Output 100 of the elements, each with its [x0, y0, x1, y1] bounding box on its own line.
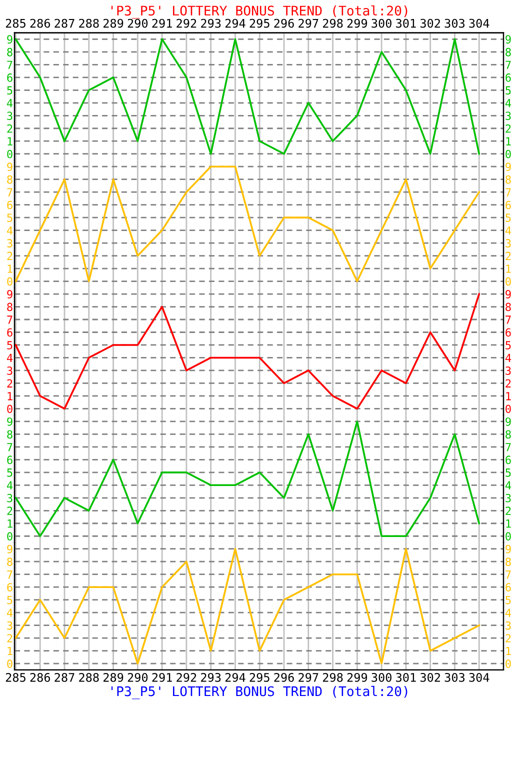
x-tick-label: 304 — [469, 672, 490, 682]
y-tick-label: 1 — [8, 137, 12, 146]
y2-tick-label: 5 — [506, 86, 511, 95]
x-tick-label: 300 — [372, 18, 392, 28]
y2-tick-label: 2 — [506, 252, 511, 260]
x-tick-label: 289 — [103, 672, 124, 682]
y2-tick-label: 2 — [506, 124, 511, 133]
y-tick-label: 8 — [7, 175, 12, 184]
x-tick-label: 303 — [444, 672, 464, 682]
y2-tick-label: 7 — [506, 188, 511, 196]
x-tick-label: 288 — [79, 672, 99, 682]
y-tick-label: 6 — [7, 456, 12, 464]
y-tick-label: 2 — [7, 379, 12, 388]
y2-tick-label: 4 — [505, 226, 512, 235]
line-series — [14, 166, 480, 282]
y2-tick-label: 9 — [506, 162, 511, 172]
y2-tick-label: 7 — [506, 316, 511, 324]
y-tick-label: 8 — [7, 430, 12, 439]
y2-tick-label: 9 — [506, 35, 511, 44]
y-tick-label: 3 — [7, 112, 12, 120]
y-tick-label: 5 — [7, 214, 12, 222]
y-tick-label: 7 — [7, 188, 12, 196]
y2-tick-label: 5 — [506, 214, 511, 222]
x-tick-label: 297 — [298, 672, 318, 682]
y-tick-label: 5 — [7, 468, 12, 477]
y2-tick-label: 1 — [506, 646, 511, 656]
y-tick-label: 6 — [7, 200, 12, 210]
y2-tick-label: 8 — [506, 48, 511, 56]
y2-tick-label: 9 — [506, 544, 511, 554]
y2-tick-label: 4 — [505, 99, 512, 108]
y-tick-label: 4 — [6, 99, 13, 108]
y2-tick-label: 8 — [506, 558, 511, 566]
y2-tick-label: 0 — [506, 277, 511, 286]
x-tick-label: 289 — [103, 18, 124, 28]
y2-tick-label: 5 — [506, 596, 511, 604]
y2-tick-label: 2 — [506, 506, 511, 515]
x-tick-label: 295 — [250, 18, 270, 28]
line-series — [14, 38, 480, 155]
y-tick-label: 7 — [7, 316, 12, 324]
y2-tick-label: 1 — [506, 520, 511, 528]
y-tick-label: 8 — [7, 558, 12, 566]
x-tick-label: 301 — [396, 672, 416, 682]
y2-tick-label: 4 — [505, 481, 512, 490]
y2-tick-label: 8 — [506, 302, 511, 312]
x-tick-label: 298 — [322, 18, 343, 28]
y2-tick-label: 0 — [506, 532, 511, 541]
y2-tick-label: 2 — [506, 379, 511, 388]
y-tick-label: 5 — [7, 341, 12, 350]
y2-tick-label: 7 — [506, 570, 511, 579]
x-tick-label: 291 — [152, 672, 172, 682]
chart-title: 'P3_P5' LOTTERY BONUS TREND (Total:20) — [111, 5, 408, 19]
y-tick-label: 7 — [7, 443, 12, 452]
x-tick-label: 300 — [372, 672, 392, 682]
y2-tick-label: 3 — [506, 621, 511, 630]
y2-tick-label: 0 — [506, 660, 511, 668]
y2-tick-label: 3 — [506, 494, 511, 502]
x-tick-label: 293 — [201, 18, 221, 28]
y2-tick-label: 4 — [505, 608, 512, 617]
x-tick-label: 304 — [469, 18, 490, 28]
text: 'P3_P5' LOTTERY BONUS TREND (Total:20) — [111, 686, 408, 700]
x-tick-label: 292 — [176, 672, 196, 682]
y2-tick-label: 2 — [506, 634, 511, 642]
y-tick-label: 4 — [6, 226, 13, 235]
x-tick-label: 288 — [79, 18, 99, 28]
y2-tick-label: 7 — [506, 443, 511, 452]
y-tick-label: 4 — [6, 354, 13, 362]
y2-tick-label: 8 — [506, 430, 511, 439]
x-tick-label: 296 — [274, 18, 294, 28]
x-tick-label: 295 — [250, 672, 270, 682]
x-tick-label: 285 — [6, 18, 26, 28]
y2-tick-label: 5 — [506, 341, 511, 350]
x-tick-label: 294 — [225, 672, 246, 682]
y-tick-label: 7 — [7, 570, 12, 579]
y-tick-label: 0 — [7, 660, 12, 668]
x-tick-label: 290 — [128, 672, 148, 682]
x-tick-label: 303 — [444, 18, 464, 28]
y2-tick-label: 6 — [506, 328, 511, 337]
x-tick-label: 299 — [347, 18, 368, 28]
y-tick-label: 9 — [7, 417, 12, 426]
y2-tick-label: 4 — [505, 354, 512, 362]
y-tick-label: 6 — [7, 328, 12, 337]
y-tick-label: 3 — [7, 621, 12, 630]
y-tick-label: 3 — [7, 366, 12, 375]
y-tick-label: 0 — [7, 404, 12, 414]
y-tick-label: 8 — [7, 48, 12, 56]
y2-tick-label: 1 — [506, 264, 511, 273]
x-tick-label: 302 — [420, 672, 440, 682]
y-tick-label: 1 — [8, 392, 12, 400]
y-tick-label: 7 — [7, 60, 12, 69]
y-tick-label: 4 — [6, 608, 13, 617]
y-tick-label: 2 — [7, 506, 12, 515]
x-tick-label: 302 — [420, 18, 440, 28]
y-tick-label: 3 — [7, 494, 12, 502]
y2-tick-label: 6 — [506, 456, 511, 464]
y-tick-label: 5 — [7, 86, 12, 95]
y2-tick-label: 9 — [506, 417, 511, 426]
y-tick-label: 2 — [7, 634, 12, 642]
y-tick-label: 3 — [7, 239, 12, 248]
y-tick-label: 2 — [7, 252, 12, 260]
y-tick-label: 8 — [7, 302, 12, 312]
